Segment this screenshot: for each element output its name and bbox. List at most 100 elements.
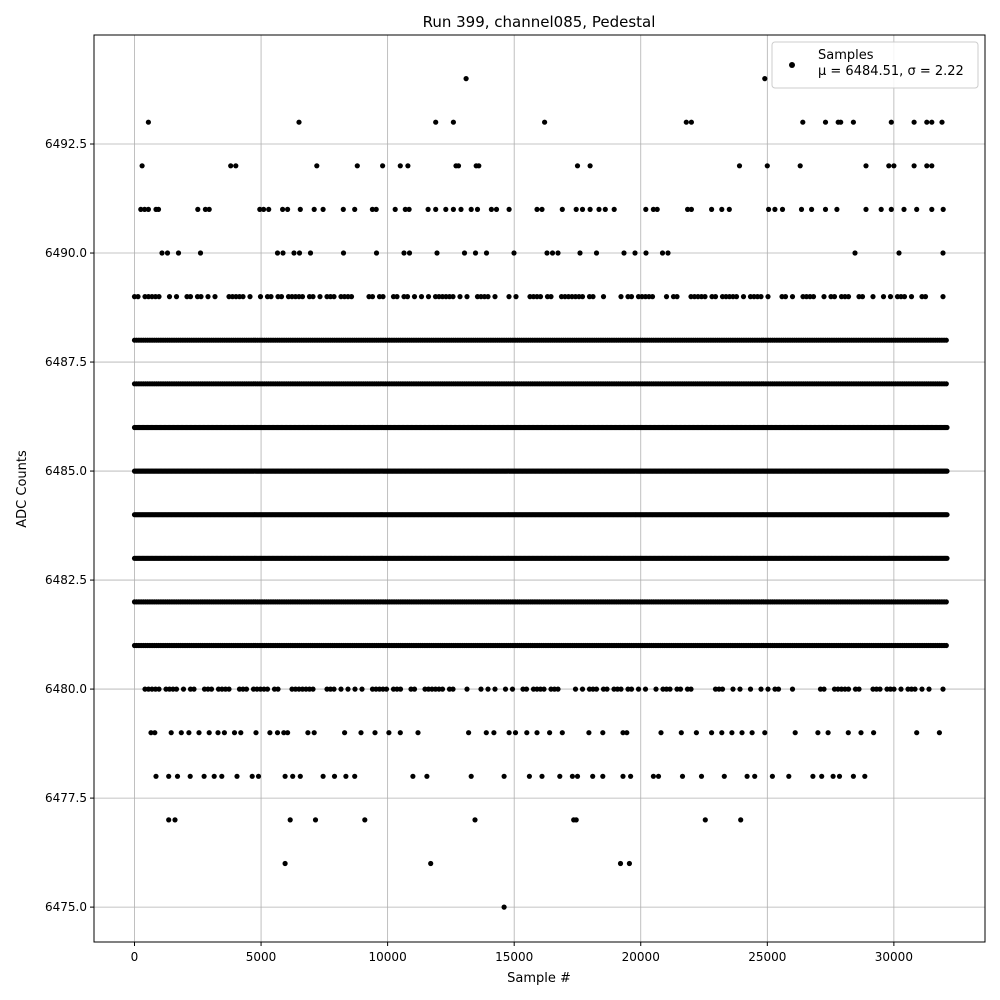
data-point (483, 730, 489, 736)
y-axis-ticks: 6475.06477.56480.06482.56485.06487.56490… (45, 137, 94, 914)
data-point (901, 294, 908, 300)
data-point (548, 294, 554, 300)
data-point (632, 250, 638, 256)
data-point (411, 294, 418, 300)
data-point (139, 163, 145, 169)
data-point (211, 773, 217, 779)
data-point (483, 250, 490, 256)
data-point (642, 686, 649, 692)
data-point (602, 206, 608, 212)
data-point (439, 686, 446, 692)
data-point (688, 119, 695, 125)
data-point (240, 294, 246, 300)
data-point (730, 686, 736, 692)
data-point (683, 119, 689, 125)
data-point (600, 730, 606, 736)
data-point (880, 294, 887, 300)
data-point (397, 163, 403, 169)
data-point (649, 294, 656, 300)
data-point (702, 817, 708, 823)
data-point (859, 294, 866, 300)
x-tick-label: 10000 (369, 950, 407, 964)
data-point (898, 686, 904, 692)
data-point (733, 294, 740, 300)
data-point (534, 206, 540, 212)
data-point (856, 686, 862, 692)
data-point (593, 686, 600, 692)
data-point (579, 686, 586, 692)
data-point (425, 206, 431, 212)
x-tick-label: 25000 (748, 950, 786, 964)
data-point (255, 773, 262, 779)
data-point (524, 730, 530, 736)
level-row (131, 599, 949, 605)
data-point (943, 599, 949, 605)
data-point (511, 250, 517, 256)
data-point (180, 686, 187, 692)
legend-marker (789, 62, 795, 68)
data-point (667, 686, 673, 692)
data-point (944, 468, 950, 474)
data-point (455, 163, 462, 169)
data-point (307, 250, 314, 256)
data-point (621, 250, 627, 256)
data-point (593, 250, 600, 256)
data-point (665, 250, 671, 256)
data-point (765, 686, 771, 692)
data-point (559, 730, 565, 736)
data-point (291, 250, 297, 256)
data-point (940, 294, 946, 300)
data-point (655, 773, 662, 779)
data-point (450, 294, 456, 300)
data-point (719, 686, 726, 692)
data-point (628, 686, 635, 692)
data-point (624, 730, 630, 736)
data-point (418, 294, 425, 300)
level-row (131, 468, 950, 474)
data-point (740, 294, 747, 300)
data-point (752, 773, 758, 779)
data-point (310, 294, 316, 300)
y-tick-label: 6480.0 (45, 682, 87, 696)
data-point (836, 773, 843, 779)
data-point (172, 817, 178, 823)
data-point (195, 206, 201, 212)
data-point (940, 686, 946, 692)
data-point (352, 686, 358, 692)
data-point (488, 206, 494, 212)
data-point (352, 773, 358, 779)
data-point (943, 337, 949, 343)
data-point (719, 206, 725, 212)
data-point (296, 250, 303, 256)
data-point (219, 773, 225, 779)
data-point (736, 163, 743, 169)
data-point (267, 730, 273, 736)
data-point (775, 686, 782, 692)
chart-title: Run 399, channel085, Pedestal (423, 13, 656, 31)
data-point (512, 730, 519, 736)
data-point (135, 294, 141, 300)
data-point (573, 817, 579, 823)
data-point (280, 206, 286, 212)
data-point (433, 119, 439, 125)
data-point (331, 773, 338, 779)
data-point (168, 730, 174, 736)
data-point (145, 119, 151, 125)
data-point (726, 206, 732, 212)
data-point (166, 294, 173, 300)
data-point (800, 119, 806, 125)
data-point (709, 730, 715, 736)
data-point (305, 730, 311, 736)
data-point (810, 773, 816, 779)
data-point (850, 773, 857, 779)
data-point (345, 686, 351, 692)
data-point (845, 294, 852, 300)
data-point (747, 686, 754, 692)
data-point (555, 686, 561, 692)
data-point (878, 206, 884, 212)
data-point (912, 686, 918, 692)
level-row (131, 555, 950, 561)
data-point (702, 294, 708, 300)
data-point (590, 294, 596, 300)
